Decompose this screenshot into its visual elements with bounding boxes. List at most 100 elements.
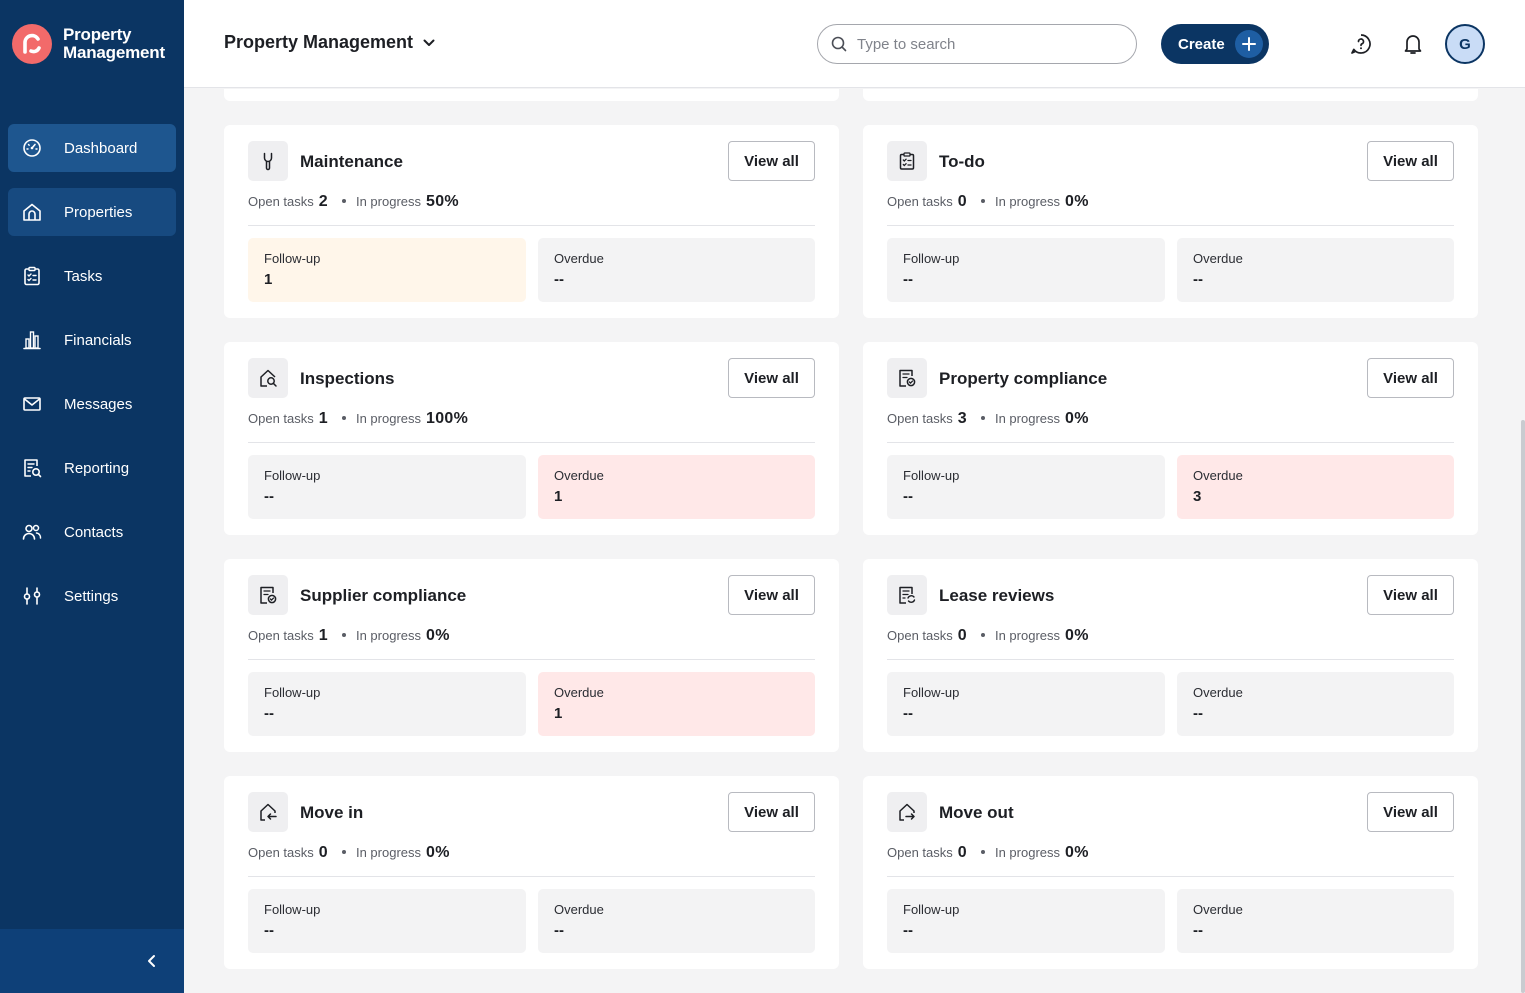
create-button[interactable]: Create — [1161, 24, 1269, 64]
sidebar-item-reporting[interactable]: Reporting — [8, 444, 176, 492]
scrollbar[interactable] — [1521, 420, 1525, 993]
task-card-move-out: Move out View all Open tasks 0 In progress 0%… — [863, 776, 1478, 969]
card-stats: Open tasks 0 In progress 0% — [887, 844, 1089, 862]
collapse-sidebar-button[interactable] — [142, 951, 162, 971]
in-progress-percent: 0% — [426, 844, 450, 861]
view-all-button[interactable]: View all — [728, 575, 815, 615]
open-tasks-count: 0 — [957, 627, 967, 644]
in-progress-percent: 100% — [426, 410, 469, 427]
follow-up-box[interactable]: Follow-up -- — [887, 889, 1165, 953]
view-all-button[interactable]: View all — [1367, 575, 1454, 615]
task-card-lease-reviews: Lease reviews View all Open tasks 0 In progr… — [863, 559, 1478, 752]
follow-up-box[interactable]: Follow-up -- — [248, 889, 526, 953]
house-search-icon — [248, 358, 288, 398]
task-card-property-compliance: Property compliance View all Open tasks 3 In… — [863, 342, 1478, 535]
user-avatar[interactable]: G — [1445, 24, 1485, 64]
follow-up-value: 1 — [264, 271, 273, 288]
in-progress-percent: 0% — [1065, 193, 1089, 210]
follow-up-value: -- — [903, 271, 913, 288]
follow-up-value: -- — [903, 488, 913, 505]
separator-dot — [341, 850, 346, 854]
sidebar-item-label: Reporting — [64, 459, 130, 477]
view-all-button[interactable]: View all — [1367, 792, 1454, 832]
overdue-box[interactable]: Overdue -- — [1177, 889, 1454, 953]
open-tasks-label: Open tasks — [887, 628, 953, 643]
view-all-button[interactable]: View all — [728, 141, 815, 181]
users-icon — [22, 522, 42, 542]
sidebar-item-label: Messages — [64, 395, 133, 413]
search-input[interactable] — [857, 35, 1107, 53]
card-title: Property compliance — [939, 369, 1108, 388]
follow-up-label: Follow-up — [264, 468, 321, 483]
sidebar-item-contacts[interactable]: Contacts — [8, 508, 176, 556]
sidebar-item-tasks[interactable]: Tasks — [8, 252, 176, 300]
overdue-box[interactable]: Overdue -- — [1177, 672, 1454, 736]
sidebar-item-dashboard[interactable]: Dashboard — [8, 124, 176, 172]
mail-icon — [22, 394, 42, 414]
brand-logo[interactable]: Property Management — [12, 24, 165, 64]
in-progress-percent: 50% — [426, 193, 459, 210]
follow-up-value: -- — [264, 488, 274, 505]
follow-up-label: Follow-up — [903, 468, 960, 483]
in-progress-label: In progress — [355, 194, 422, 209]
card-stub — [224, 89, 839, 101]
follow-up-box[interactable]: Follow-up -- — [248, 455, 526, 519]
follow-up-box[interactable]: Follow-up 1 — [248, 238, 526, 302]
sidebar-item-settings[interactable]: Settings — [8, 572, 176, 620]
divider — [248, 442, 815, 443]
task-card-maintenance: Maintenance View all Open tasks 2 In progres… — [224, 125, 839, 318]
create-label: Create — [1178, 35, 1225, 53]
open-tasks-label: Open tasks — [248, 411, 314, 426]
bar-chart-icon — [22, 330, 42, 350]
card-title: Supplier compliance — [300, 586, 467, 605]
overdue-box[interactable]: Overdue 3 — [1177, 455, 1454, 519]
notifications-button[interactable] — [1401, 32, 1425, 56]
open-tasks-label: Open tasks — [887, 411, 953, 426]
sidebar-item-label: Dashboard — [64, 139, 138, 157]
overdue-value: 1 — [554, 705, 563, 722]
view-all-button[interactable]: View all — [728, 792, 815, 832]
overdue-box[interactable]: Overdue -- — [1177, 238, 1454, 302]
follow-up-box[interactable]: Follow-up -- — [887, 238, 1165, 302]
overdue-box[interactable]: Overdue -- — [538, 238, 815, 302]
sidebar-item-properties[interactable]: Properties — [8, 188, 176, 236]
card-stub — [863, 89, 1478, 101]
sidebar-nav: Dashboard Properties Tasks Financials Messag… — [8, 124, 176, 636]
bell-icon — [1404, 35, 1422, 54]
workspace-switcher[interactable]: Property Management — [224, 32, 435, 53]
sliders-icon — [22, 586, 42, 606]
view-all-button[interactable]: View all — [728, 358, 815, 398]
overdue-label: Overdue — [554, 685, 604, 700]
sidebar-item-label: Contacts — [64, 523, 124, 541]
overdue-value: 1 — [554, 488, 563, 505]
follow-up-label: Follow-up — [264, 251, 321, 266]
open-tasks-count: 2 — [318, 193, 328, 210]
report-search-icon — [22, 458, 42, 478]
move-out-icon — [887, 792, 927, 832]
help-icon — [1351, 34, 1371, 54]
follow-up-box[interactable]: Follow-up -- — [887, 672, 1165, 736]
help-button[interactable] — [1349, 32, 1373, 56]
separator-dot — [980, 850, 985, 854]
view-all-button[interactable]: View all — [1367, 141, 1454, 181]
in-progress-label: In progress — [994, 845, 1061, 860]
sidebar-item-label: Settings — [64, 587, 119, 605]
brand-mark-icon — [12, 24, 52, 64]
search-icon — [831, 36, 847, 52]
divider — [887, 225, 1454, 226]
follow-up-box[interactable]: Follow-up -- — [887, 455, 1165, 519]
sidebar-item-financials[interactable]: Financials — [8, 316, 176, 364]
view-all-button[interactable]: View all — [1367, 358, 1454, 398]
sidebar: Property Management Dashboard Properties T… — [0, 0, 184, 993]
open-tasks-label: Open tasks — [887, 194, 953, 209]
overdue-box[interactable]: Overdue -- — [538, 889, 815, 953]
sidebar-item-messages[interactable]: Messages — [8, 380, 176, 428]
divider — [887, 659, 1454, 660]
open-tasks-label: Open tasks — [248, 628, 314, 643]
card-title: Move out — [939, 803, 1014, 822]
follow-up-box[interactable]: Follow-up -- — [248, 672, 526, 736]
chevron-left-icon — [148, 955, 155, 967]
overdue-label: Overdue — [1193, 468, 1243, 483]
overdue-box[interactable]: Overdue 1 — [538, 455, 815, 519]
overdue-box[interactable]: Overdue 1 — [538, 672, 815, 736]
